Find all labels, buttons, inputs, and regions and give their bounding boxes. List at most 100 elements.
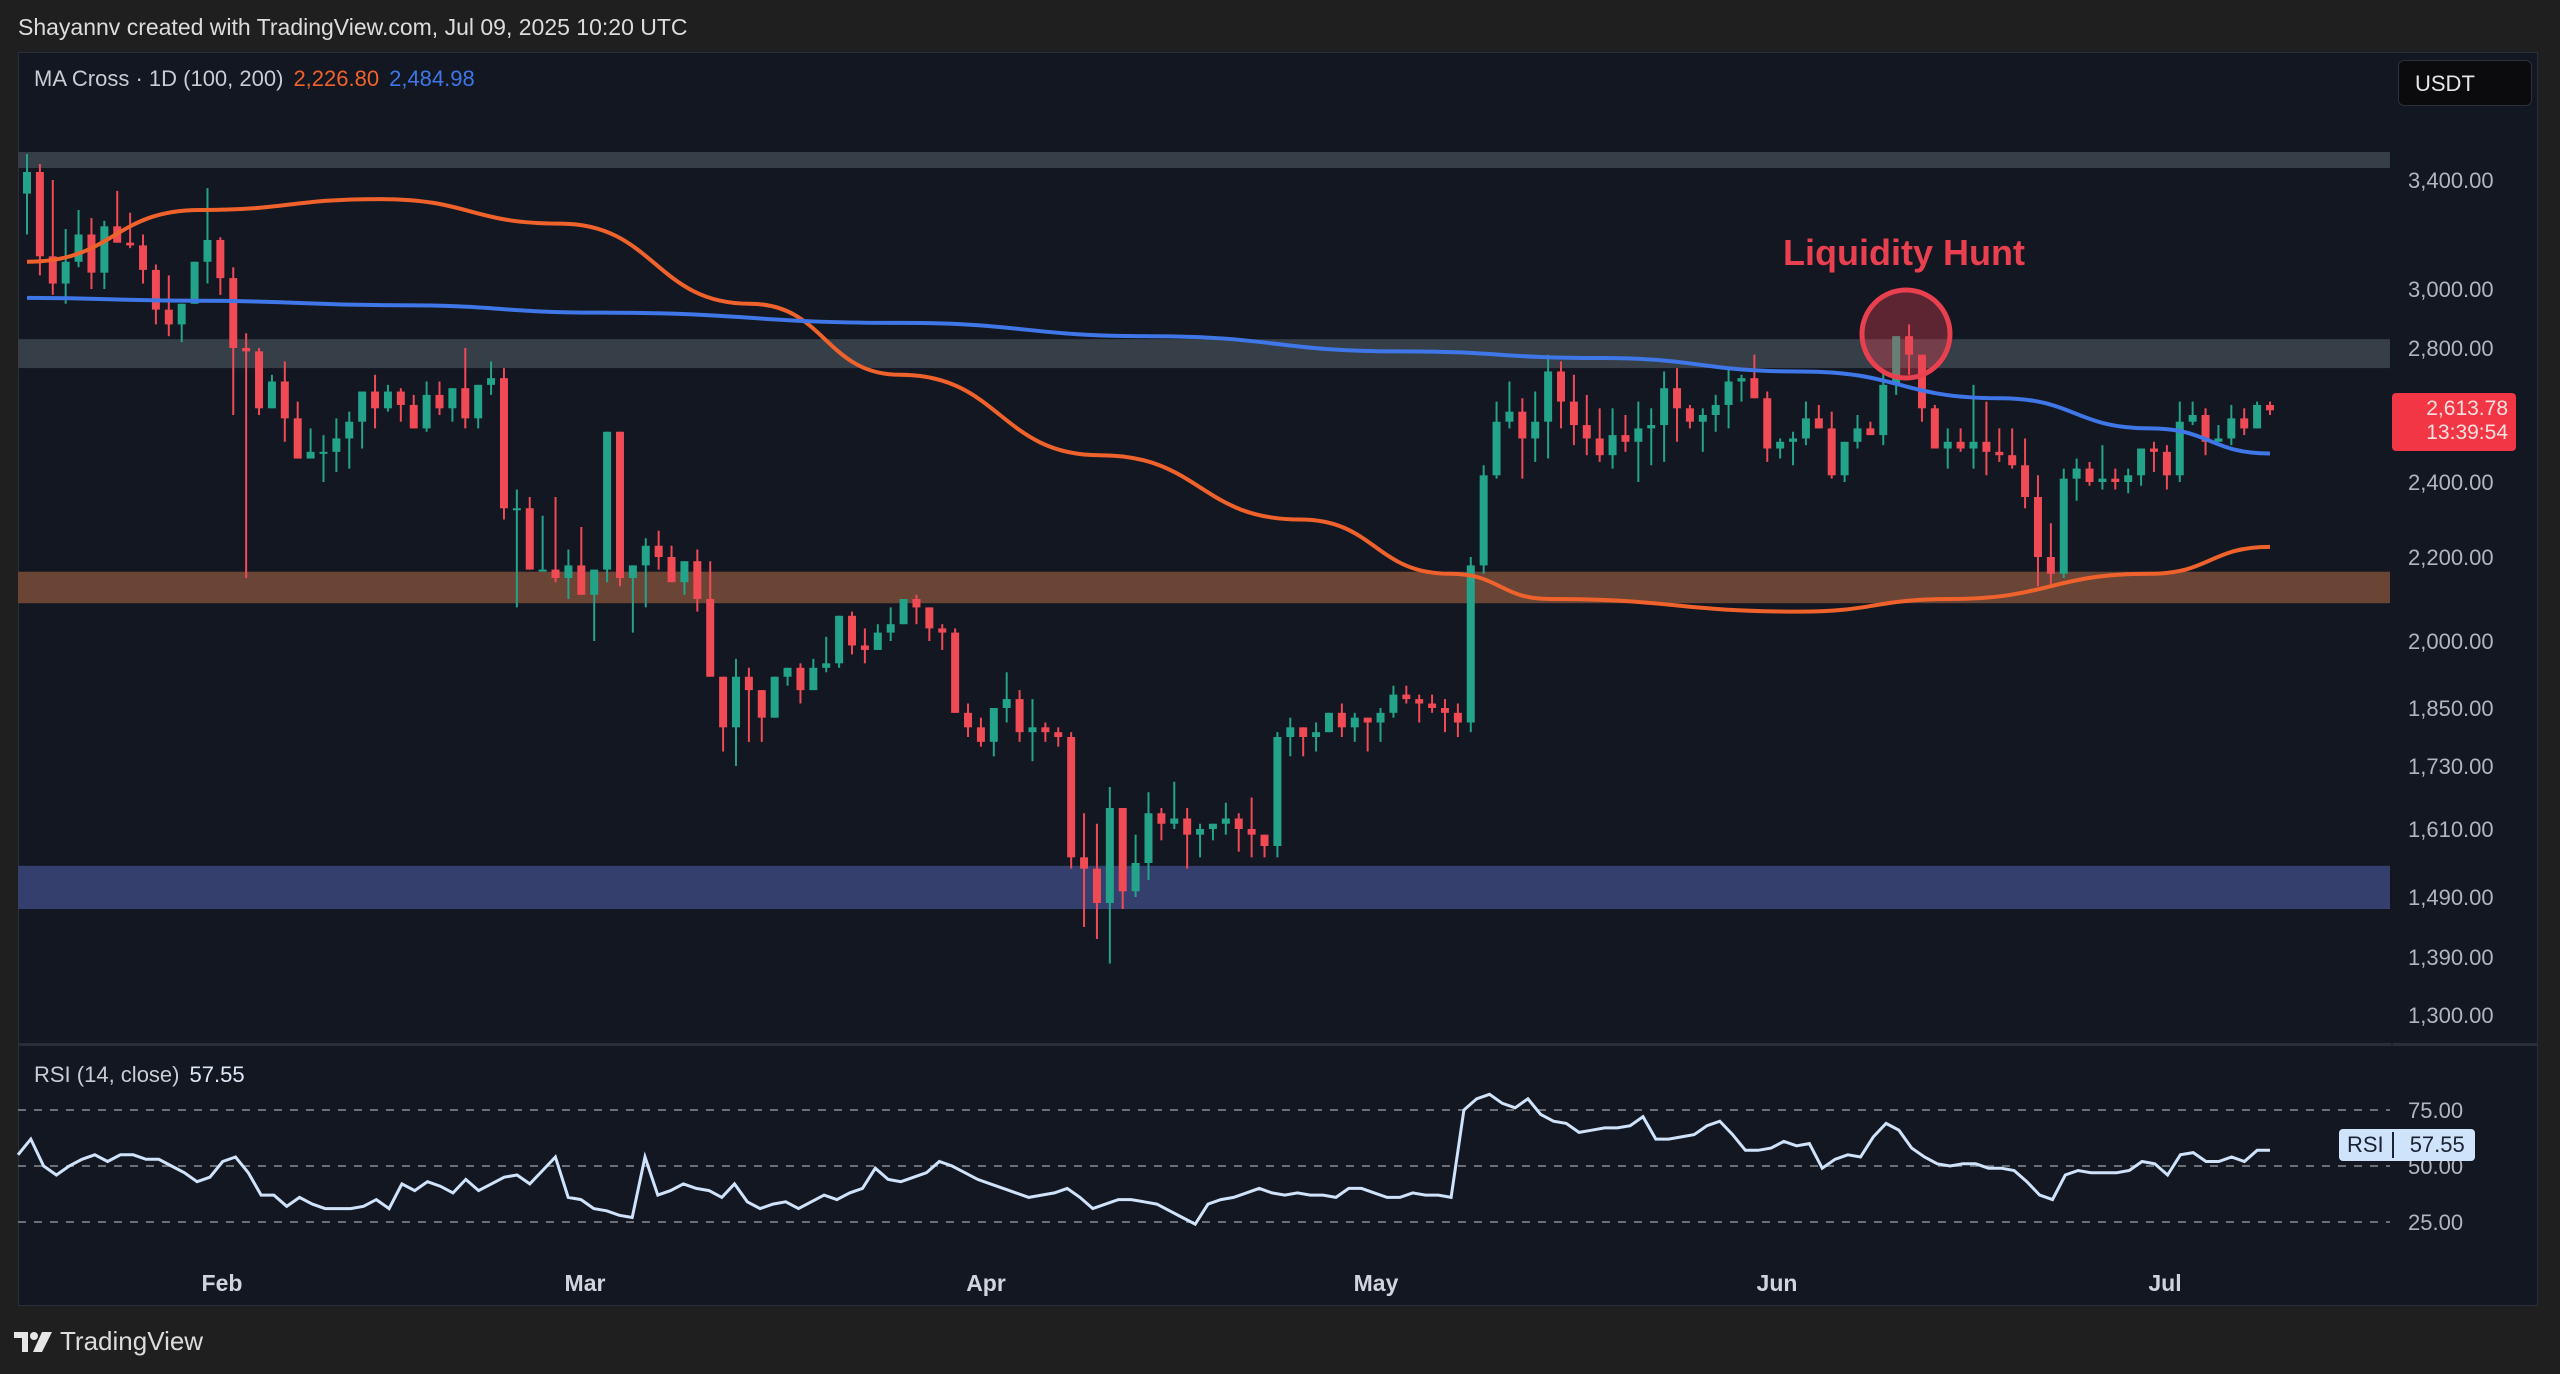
candle-body <box>964 712 973 728</box>
candle-body <box>1930 408 1939 449</box>
candle-body <box>1002 699 1011 708</box>
ma-200-line <box>26 295 2271 456</box>
candle-body <box>139 245 148 270</box>
chart-frame[interactable] <box>18 52 2538 1306</box>
candle-body <box>2162 451 2171 476</box>
candle-body <box>1312 732 1321 737</box>
candle-body <box>190 261 199 304</box>
candle-body <box>551 569 560 578</box>
candle-body <box>615 431 624 578</box>
candle-body <box>2008 455 2017 466</box>
candle-body <box>590 569 599 595</box>
candle-body <box>345 421 354 439</box>
zone-resistance-2800 <box>18 339 2390 369</box>
candle-body <box>1170 818 1179 824</box>
candle-body <box>2240 418 2249 429</box>
candle-body <box>409 404 418 429</box>
price-axis-label: 2,800.00 <box>2408 336 2494 361</box>
candle-body <box>848 615 857 646</box>
candle-body <box>512 508 521 511</box>
price-axis-label: 3,400.00 <box>2408 168 2494 193</box>
candle-body <box>1943 441 1952 449</box>
candle-body <box>1595 438 1604 456</box>
candle-body <box>1208 823 1217 829</box>
currency-button[interactable]: USDT <box>2398 60 2532 106</box>
candle-body <box>1157 813 1166 824</box>
candle-body <box>2124 475 2133 482</box>
candle-body <box>603 431 612 570</box>
candle-body <box>1260 834 1269 846</box>
candle-body <box>770 676 779 718</box>
candle-body <box>371 391 380 409</box>
candle-body <box>2227 418 2236 439</box>
candle-body <box>1183 818 1192 835</box>
candle-body <box>783 667 792 677</box>
candle-body <box>1479 475 1488 566</box>
candle-body <box>448 388 457 409</box>
candle-body <box>461 388 470 419</box>
candle-body <box>1131 863 1140 892</box>
price-axis-label: 3,000.00 <box>2408 277 2494 302</box>
candle-body <box>925 607 934 629</box>
candle-body <box>126 242 135 246</box>
candle-body <box>1608 435 1617 456</box>
candle-body <box>1518 411 1527 439</box>
candle-body <box>809 667 818 691</box>
candle-body <box>1569 401 1578 426</box>
zone-support-2150 <box>18 571 2390 604</box>
candle-body <box>1118 808 1127 892</box>
candle-body <box>1440 708 1449 713</box>
candle-body <box>1299 727 1308 737</box>
candle-body <box>332 438 341 452</box>
candle-body <box>2098 478 2107 482</box>
candle-body <box>1711 404 1720 415</box>
candle-body <box>2033 497 2042 557</box>
pane-divider[interactable] <box>18 1043 2538 1046</box>
rsi-legend-value: 57.55 <box>189 1062 245 1087</box>
candle-body <box>525 508 534 570</box>
candle-body <box>744 676 753 691</box>
candle-body <box>989 708 998 742</box>
time-axis-label: Feb <box>202 1270 243 1296</box>
liquidity-hunt-annotation: Liquidity Hunt <box>1783 232 2025 273</box>
candle-body <box>2201 415 2210 442</box>
rsi-legend[interactable]: RSI (14, close) 57.55 <box>34 1062 245 1088</box>
candle-body <box>203 239 212 262</box>
candle-body <box>1273 737 1282 846</box>
candle-body <box>1801 418 1810 439</box>
candle-body <box>1234 818 1243 829</box>
candle-body <box>1363 717 1372 723</box>
candle-body <box>680 561 689 583</box>
candle-body <box>1917 354 1926 409</box>
candle-body <box>873 632 882 650</box>
candle-body <box>474 384 483 419</box>
candle-body <box>912 599 921 608</box>
candle-body <box>2085 468 2094 482</box>
candle-body <box>1660 388 1669 426</box>
zone-resistance-top <box>18 152 2390 168</box>
candle-body <box>2266 404 2274 411</box>
candle-body <box>2137 448 2146 476</box>
candle-body <box>1286 727 1295 737</box>
candle-body <box>100 226 109 273</box>
indicator-name: MA Cross · 1D (100, 200) <box>34 66 284 91</box>
candle-body <box>1827 428 1836 476</box>
candle-body <box>2021 465 2030 497</box>
candle-body <box>358 391 367 422</box>
candle-body <box>280 381 289 419</box>
tradingview-logo[interactable]: TradingView <box>14 1326 203 1357</box>
candle-body <box>796 667 805 691</box>
ma-cross-legend[interactable]: MA Cross · 1D (100, 200) 2,226.80 2,484.98 <box>34 66 475 92</box>
candle-body <box>35 172 44 257</box>
candle-body <box>822 663 831 668</box>
candle-body <box>706 599 715 677</box>
rsi-tag-value: 57.55 <box>2409 1132 2465 1157</box>
ma-100-line <box>26 197 2271 614</box>
candle-body <box>1982 441 1991 452</box>
candle-body <box>1879 384 1888 436</box>
candle-body <box>255 351 264 409</box>
candle-body <box>577 565 586 595</box>
candle-body <box>1724 381 1733 405</box>
candle-body <box>1428 703 1437 708</box>
